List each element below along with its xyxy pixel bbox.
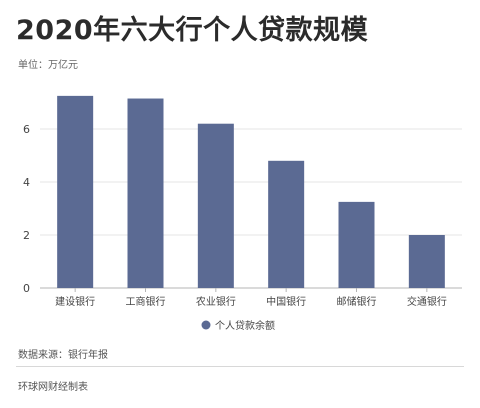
bar-1 <box>57 95 94 288</box>
x-tick-label: 交通银行 <box>407 295 447 308</box>
y-tick-label: 6 <box>23 123 30 136</box>
x-tick-label: 农业银行 <box>196 295 236 308</box>
y-axis: 0 2 4 6 <box>23 123 462 295</box>
unit-label: 单位：万亿元 <box>18 60 78 71</box>
legend: 个人贷款余额 <box>201 319 275 332</box>
x-tick-label: 邮储银行 <box>337 295 377 308</box>
bar-chart: 0 2 4 6 建设银行 工商银行 农业银行 中国银行 邮储银行 交通银行 个人贷款余额 <box>23 95 462 332</box>
bar-4 <box>268 160 305 288</box>
x-tick-label: 建设银行 <box>55 295 95 308</box>
bars <box>57 95 445 289</box>
grid-lines <box>40 128 462 236</box>
bar-6 <box>408 235 445 288</box>
x-tick-label: 中国银行 <box>266 295 306 308</box>
legend-label: 个人贷款余额 <box>215 319 275 332</box>
data-source: 数据来源：银行年报 <box>18 350 108 361</box>
legend-marker <box>201 320 211 330</box>
divider <box>16 366 464 367</box>
y-tick-label: 0 <box>23 282 30 295</box>
x-axis: 建设银行 工商银行 农业银行 中国银行 邮储银行 交通银行 <box>55 288 447 308</box>
bar-3 <box>197 123 234 288</box>
y-tick-label: 2 <box>23 229 30 242</box>
credit: 环球网财经制表 <box>18 382 88 393</box>
bar-5 <box>338 201 375 288</box>
chart-title: 2020年六大行个人贷款规模 <box>16 15 369 46</box>
bar-2 <box>127 98 164 289</box>
y-tick-label: 4 <box>23 176 30 189</box>
x-tick-label: 工商银行 <box>126 295 166 308</box>
